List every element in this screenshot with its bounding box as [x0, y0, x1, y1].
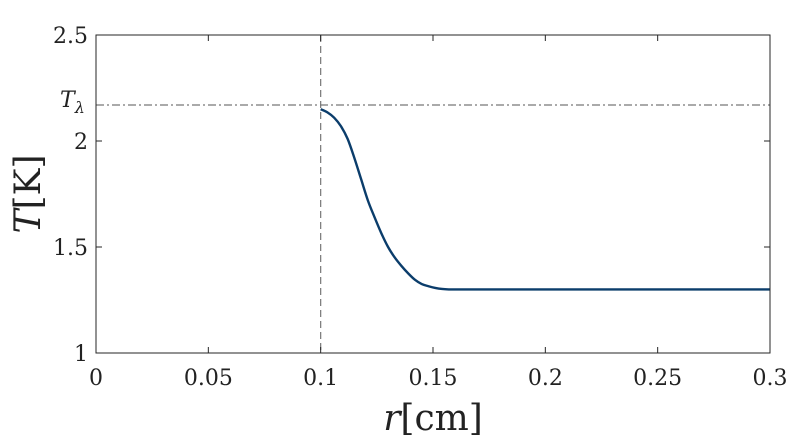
y-tick-label: 2.5 — [53, 24, 88, 49]
plot-frame — [95, 34, 771, 354]
x-axis-label-var: r — [383, 398, 402, 439]
temperature-curve — [320, 108, 770, 291]
x-tick-label: 0.05 — [184, 366, 233, 391]
tick-labels: 0 0.05 0.1 0.15 0.2 0.25 0.3 1 1.5 2 2.5 — [53, 24, 788, 391]
reference-lines — [96, 35, 770, 353]
y-tick-label: 2 — [74, 130, 88, 155]
y-axis-label: T[K] — [8, 155, 49, 234]
t-lambda-label: Tλ — [60, 88, 85, 117]
x-tick-label: 0.25 — [633, 366, 682, 391]
axis-ticks — [95, 34, 771, 354]
x-tick-label: 0.2 — [528, 366, 563, 391]
t-lambda-label-main: T — [60, 88, 77, 113]
x-tick-label: 0.1 — [303, 366, 338, 391]
x-tick-label: 0.15 — [409, 366, 458, 391]
y-tick-label: 1.5 — [53, 236, 88, 261]
x-tick-label: 0 — [89, 366, 103, 391]
series-layer — [320, 108, 770, 291]
x-axis-label-unit: [cm] — [400, 398, 482, 439]
x-axis-label: r[cm] — [383, 398, 483, 439]
x-tick-label: 0.3 — [753, 366, 788, 391]
y-axis-label-var: T — [8, 207, 49, 234]
t-lambda-label-subscript: λ — [74, 98, 85, 117]
y-tick-label: 1 — [74, 342, 88, 367]
y-axis-label-unit: [K] — [8, 155, 49, 210]
